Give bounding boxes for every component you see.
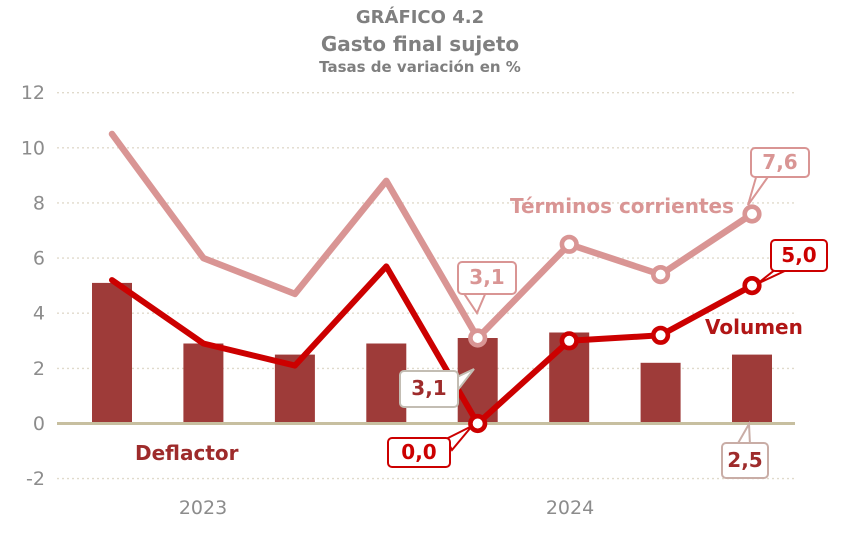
y-axis-tick-label: 2 [33,358,45,380]
bar-deflactor [640,362,681,424]
callout-volumen-50-label: 5,0 [781,243,816,267]
chart-title-block: GRÁFICO 4.2 Gasto final sujeto Tasas de … [0,4,840,77]
bar-deflactor [732,354,772,424]
bar-deflactor [183,343,224,424]
chart-title: GRÁFICO 4.2 [355,7,485,28]
marker-volumen [468,413,488,434]
y-axis-tick-label: 12 [21,82,45,104]
callout-deflactor-25-pointer [735,420,752,446]
series-label-terminos-corrientes: Términos corrientes [510,194,734,218]
callout-corrientes-31-box [457,261,517,295]
marker-volumen [742,276,762,296]
callout-deflactor-25-box [721,442,769,479]
callout-corrientes-76-pointer [747,173,772,206]
marker-terminos-corrientes [742,204,762,224]
y-axis-tick-label: 6 [33,248,45,270]
callout-volumen-00-label: 0,0 [401,440,436,464]
marker-terminos-corrientes [559,234,579,254]
y-axis-tick-label: -2 [26,468,45,490]
marker-terminos-corrientes [650,265,671,285]
callout-deflactor-31-label: 3,1 [411,376,446,400]
marker-terminos-corrientes [468,328,488,348]
callout-corrientes-31-pointer [461,291,488,316]
line-terminos-corrientes [108,130,756,342]
y-axis-tick-label: 10 [21,137,45,159]
y-axis-tick-label: 0 [33,413,45,435]
x-axis-year-label: 2024 [546,497,594,519]
chart-units-label: Tasas de variación en % [319,58,521,76]
bar-deflactor [92,282,132,424]
callout-corrientes-76-box [750,147,810,178]
callout-deflactor-25-label: 2,5 [727,448,762,472]
y-axis-tick-label: 8 [33,192,45,214]
callout-volumen-50-box [770,239,828,272]
chart-subtitle: Gasto final sujeto [320,32,520,56]
series-label-deflactor: Deflactor [135,441,239,465]
callout-corrientes-76-label: 7,6 [762,150,797,174]
callout-deflactor-31-box [399,370,459,408]
callout-volumen-00-box [387,437,451,468]
marker-volumen [559,331,579,351]
y-axis-tick-label: 4 [33,303,45,325]
marker-volumen [650,325,671,345]
callout-corrientes-31-label: 3,1 [469,265,504,289]
x-axis-year-label: 2023 [179,497,227,519]
series-label-volumen: Volumen [705,315,803,339]
line-volumen [109,263,755,427]
